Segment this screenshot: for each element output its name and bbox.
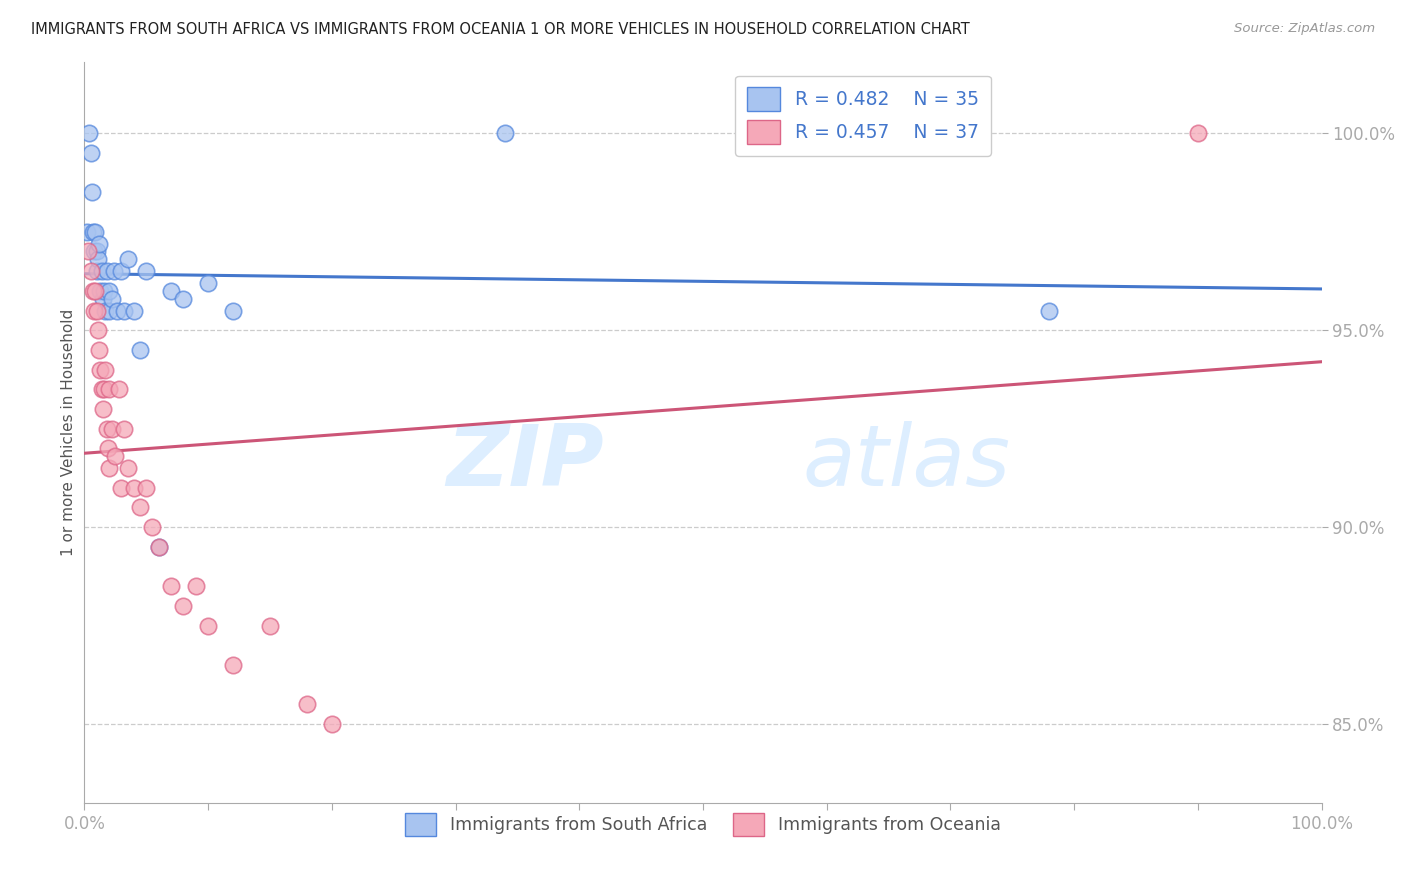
- Point: [82, 284, 104, 298]
- Point: [222, 657, 245, 672]
- Point: [93, 382, 115, 396]
- Point: [141, 520, 163, 534]
- Y-axis label: 1 or more Vehicles in Household: 1 or more Vehicles in Household: [60, 309, 76, 557]
- Point: [108, 382, 131, 396]
- Point: [84, 225, 107, 239]
- Point: [112, 303, 135, 318]
- Point: [135, 264, 157, 278]
- Text: atlas: atlas: [801, 421, 1010, 504]
- Point: [100, 292, 122, 306]
- Point: [129, 500, 152, 515]
- Point: [96, 422, 118, 436]
- Point: [197, 618, 219, 632]
- Point: [79, 146, 101, 161]
- Point: [94, 362, 117, 376]
- Text: Source: ZipAtlas.com: Source: ZipAtlas.com: [1234, 22, 1375, 36]
- Point: [86, 264, 108, 278]
- Point: [197, 276, 219, 290]
- Point: [90, 264, 112, 278]
- Point: [110, 264, 132, 278]
- Point: [122, 303, 145, 318]
- Point: [94, 303, 117, 318]
- Point: [148, 540, 170, 554]
- Point: [91, 402, 114, 417]
- Point: [83, 244, 105, 259]
- Point: [321, 717, 343, 731]
- Point: [77, 244, 100, 259]
- Point: [148, 540, 170, 554]
- Point: [89, 362, 111, 376]
- Point: [87, 323, 110, 337]
- Point: [1038, 303, 1060, 318]
- Point: [89, 236, 111, 251]
- Text: ZIP: ZIP: [446, 421, 605, 504]
- Point: [98, 303, 121, 318]
- Point: [87, 252, 110, 267]
- Point: [83, 303, 105, 318]
- Point: [104, 449, 127, 463]
- Point: [89, 343, 111, 357]
- Point: [100, 422, 122, 436]
- Point: [105, 303, 128, 318]
- Point: [184, 579, 207, 593]
- Point: [91, 292, 114, 306]
- Point: [129, 343, 152, 357]
- Legend: Immigrants from South Africa, Immigrants from Oceania: Immigrants from South Africa, Immigrants…: [394, 803, 1012, 846]
- Point: [79, 126, 101, 140]
- Point: [117, 461, 139, 475]
- Point: [103, 264, 125, 278]
- Point: [98, 461, 121, 475]
- Text: IMMIGRANTS FROM SOUTH AFRICA VS IMMIGRANTS FROM OCEANIA 1 OR MORE VEHICLES IN HO: IMMIGRANTS FROM SOUTH AFRICA VS IMMIGRAN…: [31, 22, 970, 37]
- Point: [96, 264, 118, 278]
- Point: [93, 284, 115, 298]
- Point: [76, 225, 98, 239]
- Point: [122, 481, 145, 495]
- Point: [84, 284, 107, 298]
- Point: [90, 382, 112, 396]
- Point: [259, 618, 281, 632]
- Point: [86, 303, 108, 318]
- Point: [82, 225, 104, 239]
- Point: [89, 284, 111, 298]
- Point: [160, 284, 183, 298]
- Point: [97, 442, 120, 456]
- Point: [295, 698, 318, 712]
- Point: [222, 303, 245, 318]
- Point: [86, 244, 108, 259]
- Point: [79, 264, 101, 278]
- Point: [172, 599, 194, 613]
- Point: [98, 284, 121, 298]
- Point: [172, 292, 194, 306]
- Point: [1187, 126, 1209, 140]
- Point: [110, 481, 132, 495]
- Point: [80, 186, 103, 200]
- Point: [160, 579, 183, 593]
- Point: [494, 126, 516, 140]
- Point: [117, 252, 139, 267]
- Point: [112, 422, 135, 436]
- Point: [135, 481, 157, 495]
- Point: [98, 382, 121, 396]
